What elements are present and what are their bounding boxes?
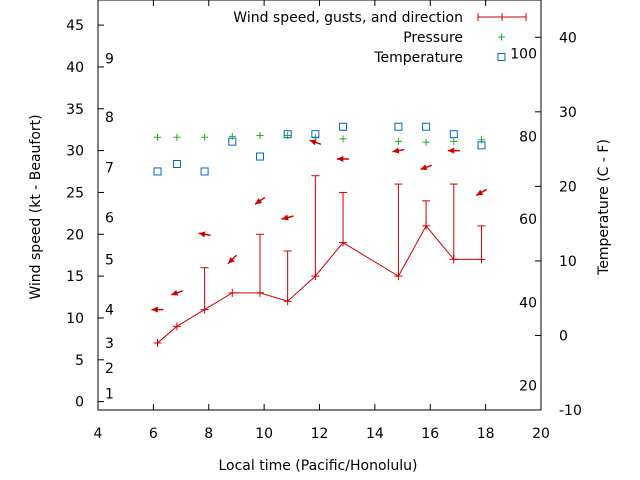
y2-tick-label: 30: [559, 105, 577, 121]
axis-ticks: 4 6 8 10 12 14 16 18 20051015202530354045-100102…: [66, 0, 582, 442]
wind-speed-point: [200, 305, 209, 314]
x-tick-label: 14: [366, 426, 384, 442]
x-tick-label: 6: [149, 426, 158, 442]
wind-speed-point: [422, 221, 431, 230]
x-tick-label: 12: [311, 426, 329, 442]
temperature-point: [477, 141, 486, 150]
plot-border: [97, 0, 542, 411]
wind-direction-arrowhead: [151, 306, 158, 313]
y-tick-label: 5: [75, 353, 84, 369]
y2-tick-label: 0: [559, 328, 568, 344]
temperature-point: [422, 122, 431, 131]
x-axis-label: Local time (Pacific/Honolulu): [218, 458, 417, 474]
wind-speed-point: [255, 288, 264, 297]
y-tick-label: 35: [66, 102, 84, 118]
legend-label: Temperature: [373, 50, 463, 66]
temperature-point: [228, 137, 237, 146]
temperature-point: [153, 167, 162, 176]
temperature-point: [255, 152, 264, 161]
legend-label: Wind speed, gusts, and direction: [233, 10, 463, 26]
y2-tick-label: 10: [559, 254, 577, 270]
x-tick-label: 18: [477, 426, 495, 442]
temperature-point: [339, 122, 348, 131]
legend-label: Pressure: [403, 30, 463, 46]
y-tick-label: 15: [66, 269, 84, 285]
wind-direction-arrowhead: [228, 257, 235, 264]
pressure-point: [394, 137, 402, 145]
y2-tick-label: -10: [559, 403, 582, 419]
wind-direction-arrowhead: [476, 189, 484, 196]
x-tick-label: 20: [532, 426, 550, 442]
fahrenheit-label: 80: [519, 129, 537, 145]
pressure-point: [450, 137, 458, 145]
beaufort-label: 8: [105, 110, 114, 126]
pressure-point: [339, 135, 347, 143]
y-tick-label: 25: [66, 185, 84, 201]
y2-tick-label: 40: [559, 30, 577, 46]
wind-speed-point: [228, 288, 237, 297]
y-tick-label: 20: [66, 227, 84, 243]
plot-frame: [97, 0, 542, 411]
series-layer: [151, 122, 488, 348]
beaufort-label: 2: [105, 361, 114, 377]
x-tick-label: 4: [94, 426, 103, 442]
fahrenheit-label: 40: [519, 296, 537, 312]
wind-speed-point: [153, 339, 162, 348]
y-tick-label: 10: [66, 311, 84, 327]
beaufort-label: 9: [105, 52, 114, 68]
legend-marker: [498, 33, 505, 41]
fahrenheit-label: 100: [510, 47, 537, 63]
pressure-point: [201, 133, 209, 141]
pressure-point: [173, 133, 181, 141]
x-tick-label: 16: [421, 426, 439, 442]
temperature-point: [283, 130, 292, 139]
wind-speed-point: [394, 272, 403, 281]
y-axis-label: Wind speed (kt - Beaufort): [28, 114, 44, 299]
fahrenheit-label: 60: [519, 212, 537, 228]
beaufort-label: 3: [105, 336, 114, 352]
pressure-point: [154, 133, 162, 141]
temperature-point: [311, 130, 320, 139]
wind-direction-arrowhead: [198, 231, 206, 238]
wind-speed-line: [157, 225, 482, 344]
wind-speed-point: [172, 322, 181, 331]
wind-speed-point: [283, 297, 292, 306]
wind-direction-arrowhead: [447, 147, 455, 154]
temperature-point: [172, 160, 181, 168]
wind-direction-arrowhead: [309, 139, 317, 146]
wind-direction-arrowhead: [171, 289, 179, 296]
y-tick-label: 40: [66, 60, 84, 76]
y-tick-label: 30: [66, 144, 84, 160]
x-tick-label: 10: [255, 426, 273, 442]
wind-speed-point: [311, 272, 320, 281]
fahrenheit-label: 20: [519, 378, 537, 394]
wind-direction-arrowhead: [420, 164, 428, 171]
wind-speed-point: [449, 255, 458, 264]
beaufort-label: 6: [105, 211, 114, 227]
temperature-point: [394, 122, 403, 131]
pressure-point: [228, 132, 236, 140]
wind-direction-arrowhead: [255, 198, 262, 205]
y2-tick-label: 20: [559, 179, 577, 195]
y-tick-label: 45: [66, 18, 84, 34]
legend: Wind speed, gusts, and direction Pressure…: [233, 10, 527, 66]
pressure-point: [422, 138, 430, 146]
wind-direction-arrowhead: [337, 155, 344, 163]
beaufort-label: 1: [105, 386, 114, 402]
beaufort-label: 5: [105, 252, 114, 268]
temperature-point: [200, 167, 209, 176]
temperature-point: [449, 130, 458, 139]
legend-marker: [497, 53, 506, 61]
beaufort-label: 4: [105, 303, 114, 319]
wind-direction-arrowhead: [392, 147, 400, 154]
wind-speed-point: [339, 238, 348, 247]
wind-speed-point: [477, 255, 486, 264]
pressure-point: [256, 132, 264, 140]
wind-direction-arrowhead: [281, 214, 289, 221]
x-tick-label: 8: [204, 426, 213, 442]
beaufort-label: 7: [105, 160, 114, 176]
y-tick-label: 0: [75, 395, 84, 411]
y2-axis-label: Temperature (C - F): [596, 139, 612, 276]
